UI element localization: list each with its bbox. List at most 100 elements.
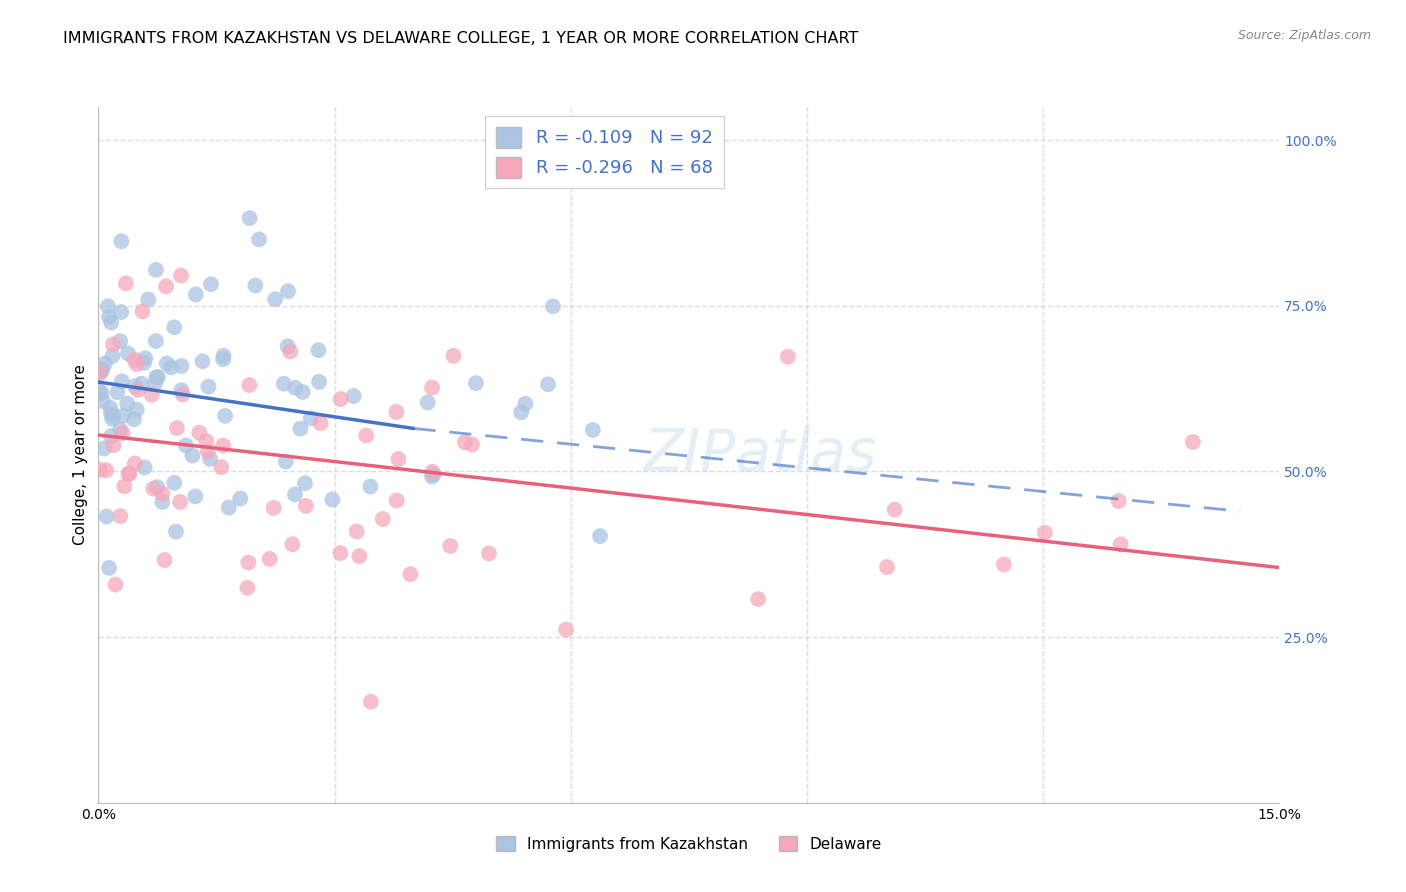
Point (160, 360, 183, 375)
Point (307, 343, 329, 358)
Point (90, 364, 112, 378)
Point (101, 349, 124, 363)
Point (184, 489, 207, 503)
Point (582, 423, 605, 437)
Point (142, 482, 165, 496)
Point (170, 359, 193, 373)
Point (515, 397, 537, 411)
Point (108, 423, 131, 437)
Point (155, 279, 177, 293)
Point (89, 384, 111, 399)
Point (118, 467, 141, 481)
Point (284, 381, 307, 395)
Point (1033, 525, 1056, 540)
Text: IMMIGRANTS FROM KAZAKHSTAN VS DELAWARE COLLEGE, 1 YEAR OR MORE CORRELATION CHART: IMMIGRANTS FROM KAZAKHSTAN VS DELAWARE C… (63, 31, 859, 46)
Point (422, 467, 444, 482)
Point (284, 487, 307, 501)
Point (195, 434, 218, 449)
Point (454, 435, 477, 450)
Point (101, 337, 124, 351)
Point (420, 465, 443, 479)
Point (329, 392, 352, 406)
Point (776, 350, 799, 364)
Point (143, 376, 166, 391)
Point (264, 292, 287, 306)
Y-axis label: College, 1 year or more: College, 1 year or more (73, 365, 89, 545)
Point (111, 375, 134, 389)
Point (239, 211, 262, 226)
Point (132, 356, 155, 370)
Point (174, 438, 197, 452)
Point (346, 524, 368, 539)
Point (96, 463, 118, 477)
Point (117, 467, 139, 481)
Point (136, 293, 159, 307)
Point (150, 495, 173, 509)
Point (197, 379, 219, 393)
Point (197, 444, 219, 458)
Point (91, 394, 114, 409)
Point (295, 499, 318, 513)
Point (98, 310, 121, 324)
Point (93, 442, 115, 456)
Point (184, 287, 207, 301)
Point (134, 351, 156, 366)
Point (181, 449, 204, 463)
Point (110, 235, 132, 249)
Point (172, 387, 194, 401)
Point (89, 463, 111, 477)
Point (747, 592, 769, 607)
Point (277, 339, 299, 353)
Point (291, 384, 314, 399)
Point (115, 396, 138, 410)
Point (152, 487, 174, 501)
Legend: Immigrants from Kazakhstan, Delaware: Immigrants from Kazakhstan, Delaware (491, 830, 887, 858)
Point (90, 361, 112, 376)
Point (110, 509, 132, 524)
Point (105, 385, 128, 400)
Point (371, 512, 394, 526)
Point (127, 383, 149, 397)
Point (115, 277, 138, 291)
Point (321, 492, 343, 507)
Point (94, 357, 117, 371)
Point (124, 457, 146, 471)
Point (236, 581, 259, 595)
Point (108, 334, 131, 348)
Point (464, 376, 486, 391)
Point (461, 437, 484, 451)
Point (145, 334, 167, 348)
Point (122, 412, 145, 426)
Point (145, 370, 167, 384)
Point (478, 546, 501, 560)
Point (191, 354, 214, 368)
Point (100, 429, 122, 443)
Point (354, 428, 377, 442)
Point (1108, 494, 1130, 508)
Point (212, 349, 235, 363)
Point (166, 421, 188, 435)
Point (110, 305, 132, 319)
Point (96, 509, 118, 524)
Point (125, 402, 148, 417)
Point (420, 381, 443, 395)
Point (170, 268, 193, 283)
Point (510, 405, 533, 419)
Point (163, 475, 186, 490)
Point (112, 479, 135, 493)
Point (124, 379, 146, 393)
Point (883, 502, 905, 516)
Point (309, 416, 332, 430)
Point (349, 549, 371, 563)
Point (156, 357, 179, 371)
Point (103, 409, 125, 423)
Point (125, 357, 148, 371)
Point (98, 401, 121, 415)
Point (198, 451, 221, 466)
Point (101, 411, 124, 425)
Point (111, 426, 134, 441)
Point (290, 422, 312, 436)
Text: ZIPatlas: ZIPatlas (643, 426, 876, 483)
Point (385, 493, 408, 508)
Point (420, 469, 443, 483)
